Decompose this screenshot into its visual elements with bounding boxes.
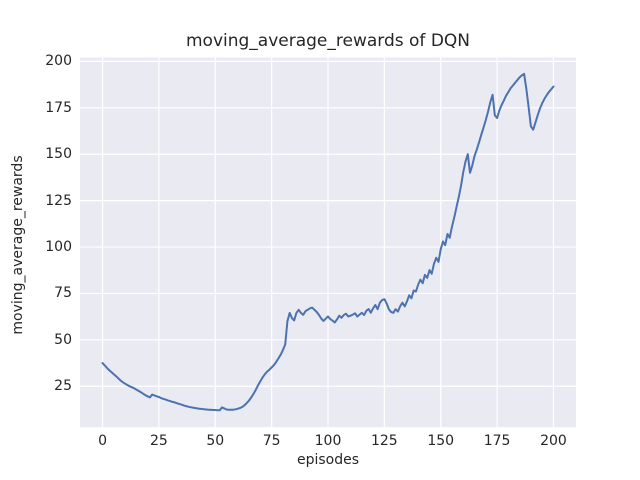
- y-tick-label: 25: [54, 378, 72, 395]
- x-tick-label: 125: [370, 433, 398, 449]
- y-tick-label: 125: [45, 192, 72, 209]
- y-axis-label-text: moving_average_rewards: [10, 155, 26, 335]
- x-tick-label: 75: [262, 433, 281, 449]
- x-tick-label: 150: [427, 433, 455, 449]
- x-tick-label: 175: [483, 433, 511, 449]
- x-tick-label: 200: [540, 433, 567, 449]
- y-tick-label: 75: [54, 285, 72, 302]
- y-tick-label: 100: [45, 239, 72, 256]
- y-tick-label: 175: [45, 99, 72, 116]
- x-tick-label: 0: [98, 433, 107, 449]
- y-tick-label: 150: [45, 146, 72, 163]
- x-axis-label: episodes: [296, 452, 360, 468]
- dqn-series-line: [101, 72, 555, 412]
- chart-title: moving_average_rewards of DQN: [185, 31, 471, 51]
- x-tick-label: 100: [314, 433, 342, 449]
- x-tick-label: 50: [206, 433, 225, 449]
- x-tick-label: 25: [149, 433, 168, 449]
- y-tick-label: 50: [54, 331, 72, 348]
- y-tick-label: 200: [45, 53, 72, 70]
